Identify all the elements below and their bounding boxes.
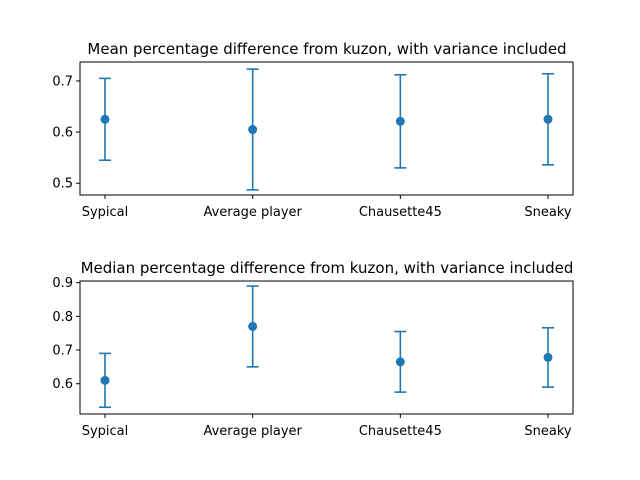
median-xtick-label: Sneaky [524,424,572,439]
median-data-point [248,321,258,331]
mean-ytick-label: 0.7 [52,74,73,89]
mean-ytick-label: 0.5 [52,177,73,192]
median-xtick-label: Sypical [82,424,129,439]
mean-xtick-label: Sypical [82,205,129,220]
mean-xtick-label: Sneaky [524,205,572,220]
mean-data-point [395,116,405,126]
mean-ytick-label: 0.6 [52,126,73,141]
median-ytick-label: 0.6 [52,377,73,392]
median-chart: Median percentage difference from kuzon,… [52,259,574,439]
median-ytick-label: 0.9 [52,276,73,291]
median-chart-title: Median percentage difference from kuzon,… [81,259,574,277]
median-data-point [100,375,110,385]
mean-chart: Mean percentage difference from kuzon, w… [52,40,574,220]
median-xtick-label: Chausette45 [359,424,442,439]
mean-data-point [543,114,553,124]
median-data-point [543,352,553,362]
median-ytick-label: 0.8 [52,310,73,325]
median-data-point [395,357,405,367]
mean-data-point [248,125,258,135]
mean-data-point [100,114,110,124]
median-ytick-label: 0.7 [52,344,73,359]
median-plot-frame [79,280,574,415]
mean-xtick-label: Chausette45 [359,205,442,220]
mean-xtick-label: Average player [203,205,302,220]
mean-chart-title: Mean percentage difference from kuzon, w… [87,40,566,58]
median-xtick-label: Average player [203,424,302,439]
mean-plot-frame [79,61,574,196]
